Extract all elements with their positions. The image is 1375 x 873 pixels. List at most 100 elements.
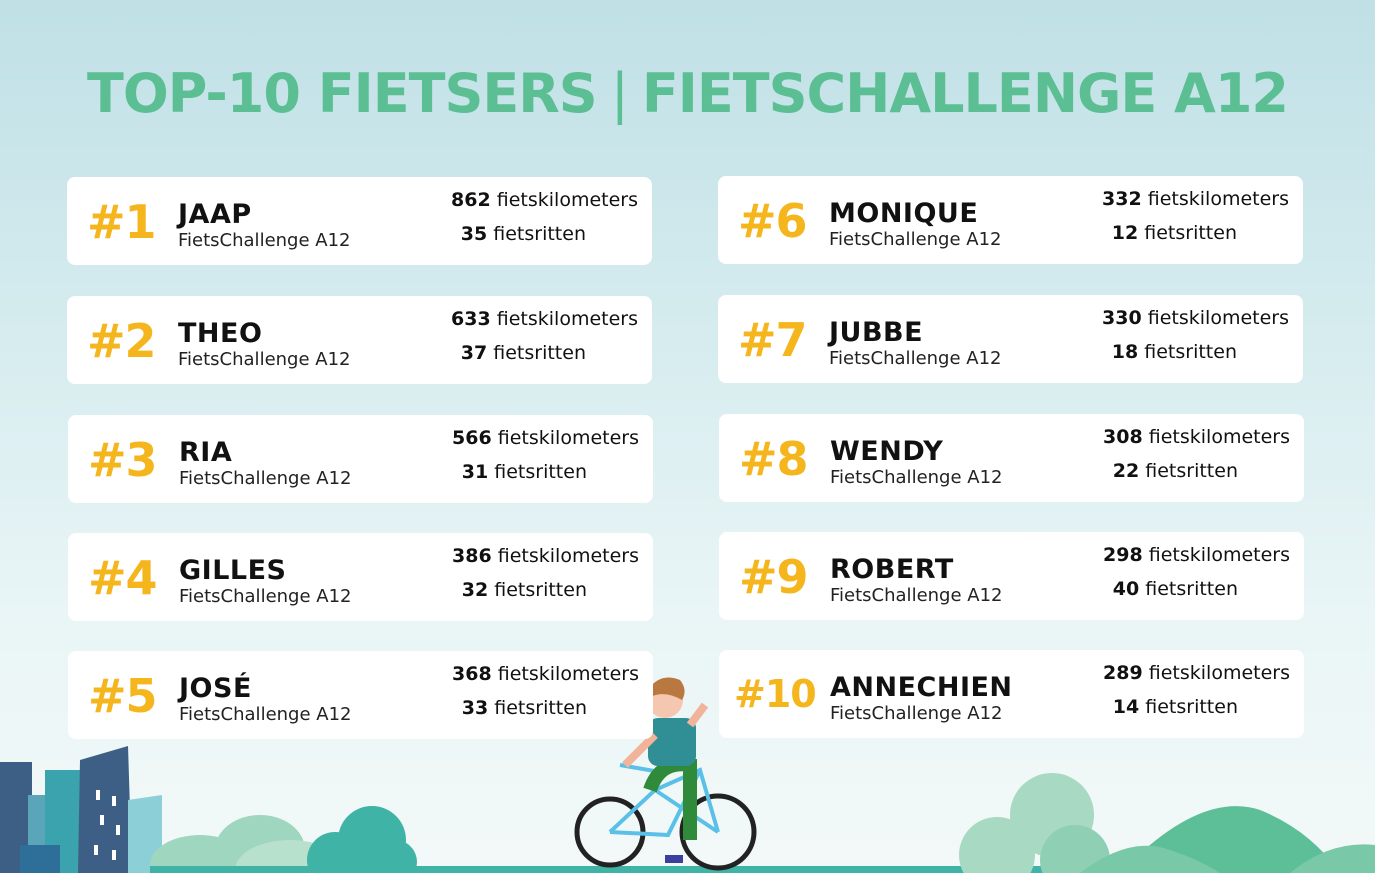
rank-number: #2 [87, 314, 157, 368]
rides-unit: fietsritten [494, 697, 587, 719]
leaderboard-card-7: #7 JUBBE FietsChallenge A12 330 fietskil… [718, 295, 1303, 383]
leaderboard-card-3: #3 RIA FietsChallenge A12 566 fietskilom… [68, 415, 653, 503]
km-value: 862 [451, 189, 491, 211]
km-value: 330 [1102, 307, 1142, 329]
km-unit: fietskilometers [497, 663, 639, 685]
rides-unit: fietsritten [1145, 460, 1238, 482]
title-left: TOP-10 FIETSERS [87, 62, 598, 125]
rides-stat: 35 fietsritten [461, 223, 586, 245]
rides-stat: 32 fietsritten [462, 579, 587, 601]
team-name: FietsChallenge A12 [830, 467, 1003, 488]
rank-number: #4 [88, 551, 158, 605]
rides-stat: 31 fietsritten [462, 461, 587, 483]
team-name: FietsChallenge A12 [829, 229, 1002, 250]
rides-stat: 40 fietsritten [1113, 578, 1238, 600]
rides-value: 37 [460, 342, 488, 364]
rank-number: #5 [88, 669, 158, 723]
trees-illustration [150, 806, 1050, 873]
rank-number: #1 [87, 195, 157, 249]
rider-name: JUBBE [829, 317, 924, 348]
title-separator: | [610, 62, 629, 125]
rank-number: #6 [738, 194, 808, 248]
rides-unit: fietsritten [1145, 696, 1238, 718]
km-unit: fietskilometers [496, 189, 638, 211]
km-unit: fietskilometers [496, 308, 638, 330]
rides-value: 35 [460, 223, 488, 245]
km-value: 289 [1103, 662, 1143, 684]
rank-number: #7 [738, 313, 808, 367]
km-value: 332 [1102, 188, 1142, 210]
rides-stat: 37 fietsritten [461, 342, 586, 364]
title-right: FIETSCHALLENGE A12 [641, 62, 1289, 125]
km-value: 566 [452, 427, 492, 449]
team-name: FietsChallenge A12 [179, 586, 352, 607]
km-stat: 386 fietskilometers [452, 545, 639, 567]
km-stat: 368 fietskilometers [452, 663, 639, 685]
rides-value: 22 [1112, 460, 1140, 482]
km-stat: 566 fietskilometers [452, 427, 639, 449]
rider-name: WENDY [830, 436, 944, 467]
km-stat: 633 fietskilometers [451, 308, 638, 330]
rides-value: 33 [461, 697, 489, 719]
rider-name: RIA [179, 437, 233, 468]
page-title: TOP-10 FIETSERS | FIETSCHALLENGE A12 [0, 62, 1375, 125]
rides-stat: 22 fietsritten [1113, 460, 1238, 482]
leaderboard-card-10: #10 ANNECHIEN FietsChallenge A12 289 fie… [719, 650, 1304, 738]
rides-stat: 33 fietsritten [462, 697, 587, 719]
rides-value: 12 [1111, 222, 1139, 244]
team-name: FietsChallenge A12 [179, 468, 352, 489]
hills-illustration [959, 773, 1375, 873]
km-value: 298 [1103, 544, 1143, 566]
leaderboard-card-6: #6 MONIQUE FietsChallenge A12 332 fietsk… [718, 176, 1303, 264]
km-value: 386 [452, 545, 492, 567]
rides-unit: fietsritten [494, 461, 587, 483]
team-name: FietsChallenge A12 [178, 349, 351, 370]
rides-unit: fietsritten [493, 223, 586, 245]
rider-name: THEO [178, 318, 263, 349]
km-stat: 330 fietskilometers [1102, 307, 1289, 329]
km-unit: fietskilometers [1147, 307, 1289, 329]
leaderboard-card-8: #8 WENDY FietsChallenge A12 308 fietskil… [719, 414, 1304, 502]
leaderboard-card-1: #1 JAAP FietsChallenge A12 862 fietskilo… [67, 177, 652, 265]
rider-name: ANNECHIEN [830, 672, 1013, 703]
rides-stat: 18 fietsritten [1112, 341, 1237, 363]
rides-value: 31 [461, 461, 489, 483]
leaderboard-card-2: #2 THEO FietsChallenge A12 633 fietskilo… [67, 296, 652, 384]
team-name: FietsChallenge A12 [829, 348, 1002, 369]
rides-unit: fietsritten [1144, 341, 1237, 363]
rider-name: JOSÉ [179, 673, 252, 704]
km-unit: fietskilometers [1148, 662, 1290, 684]
km-stat: 289 fietskilometers [1103, 662, 1290, 684]
rider-name: GILLES [179, 555, 287, 586]
rides-unit: fietsritten [493, 342, 586, 364]
rides-stat: 14 fietsritten [1113, 696, 1238, 718]
km-unit: fietskilometers [497, 427, 639, 449]
rides-value: 32 [461, 579, 489, 601]
rides-unit: fietsritten [1144, 222, 1237, 244]
km-value: 633 [451, 308, 491, 330]
km-unit: fietskilometers [497, 545, 639, 567]
rides-unit: fietsritten [494, 579, 587, 601]
rider-name: MONIQUE [829, 198, 979, 229]
team-name: FietsChallenge A12 [830, 703, 1003, 724]
km-value: 308 [1103, 426, 1143, 448]
rides-stat: 12 fietsritten [1112, 222, 1237, 244]
km-stat: 862 fietskilometers [451, 189, 638, 211]
km-stat: 332 fietskilometers [1102, 188, 1289, 210]
rank-number: #8 [739, 432, 809, 486]
rides-value: 40 [1112, 578, 1140, 600]
km-stat: 308 fietskilometers [1103, 426, 1290, 448]
rider-name: ROBERT [830, 554, 954, 585]
rank-number: #9 [739, 550, 809, 604]
rides-value: 14 [1112, 696, 1140, 718]
rank-number: #3 [88, 433, 158, 487]
km-stat: 298 fietskilometers [1103, 544, 1290, 566]
km-value: 368 [452, 663, 492, 685]
rider-name: JAAP [178, 199, 252, 230]
leaderboard-card-4: #4 GILLES FietsChallenge A12 386 fietski… [68, 533, 653, 621]
km-unit: fietskilometers [1147, 188, 1289, 210]
team-name: FietsChallenge A12 [179, 704, 352, 725]
rank-number: #10 [734, 672, 817, 716]
rides-unit: fietsritten [1145, 578, 1238, 600]
team-name: FietsChallenge A12 [178, 230, 351, 251]
